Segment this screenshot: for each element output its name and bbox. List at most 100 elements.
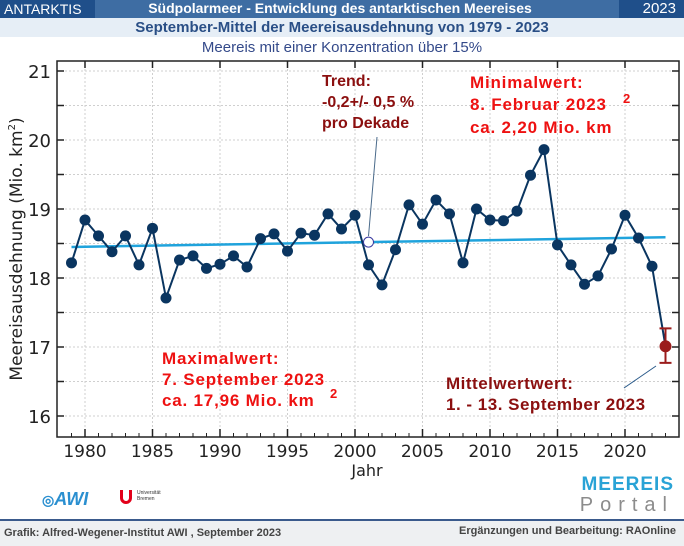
data-point bbox=[309, 229, 320, 241]
x-tick-label: 1995 bbox=[266, 442, 309, 462]
data-point bbox=[174, 254, 185, 266]
series-line bbox=[70, 146, 667, 347]
banner-title: Südpolarmeer - Entwicklung des antarktis… bbox=[148, 0, 532, 16]
data-point bbox=[133, 259, 145, 271]
data-point bbox=[93, 230, 104, 242]
year-box bbox=[619, 0, 684, 18]
uni-bremen-logo-icon bbox=[120, 490, 132, 504]
data-point bbox=[592, 270, 604, 282]
data-point bbox=[390, 244, 401, 256]
mittel-pointer-line bbox=[623, 365, 657, 389]
data-point bbox=[147, 222, 158, 234]
data-point bbox=[538, 144, 550, 156]
data-point bbox=[403, 199, 415, 211]
x-tick-label: 1980 bbox=[63, 442, 106, 462]
data-point bbox=[619, 209, 631, 221]
data-point bbox=[66, 257, 77, 269]
data-point bbox=[268, 228, 280, 240]
svg-text:2: 2 bbox=[330, 386, 338, 401]
svg-text:Minimalwert:: Minimalwert: bbox=[470, 73, 584, 92]
data-point bbox=[444, 208, 455, 220]
data-point bbox=[106, 246, 118, 258]
y-tick-label: 17 bbox=[28, 338, 51, 359]
y-tick-label: 20 bbox=[28, 131, 51, 152]
data-point bbox=[214, 258, 226, 270]
series-points bbox=[66, 144, 658, 304]
chart-subtitle: Meereis mit einer Konzentration über 15% bbox=[201, 39, 483, 56]
y-tick-label: 16 bbox=[28, 407, 51, 428]
data-point bbox=[525, 169, 536, 181]
y-axis-label-sup: 2 bbox=[7, 124, 18, 130]
x-tick-label: 2000 bbox=[333, 442, 376, 462]
data-point bbox=[201, 262, 212, 274]
trend-annotation: Trend: -0,2+/- 0,5 % pro Dekade bbox=[322, 73, 414, 132]
top-banner: ANTARKTIS Südpolarmeer - Entwicklung des… bbox=[0, 0, 684, 18]
y-axis-label: Meereisausdehnung (Mio. km2) bbox=[7, 117, 27, 380]
data-point bbox=[322, 208, 334, 220]
data-point bbox=[565, 259, 577, 271]
grid bbox=[57, 61, 679, 437]
data-point bbox=[606, 243, 617, 255]
data-point bbox=[255, 233, 266, 245]
x-tick-label: 2015 bbox=[536, 442, 579, 462]
data-point bbox=[457, 257, 469, 269]
data-point bbox=[430, 194, 442, 206]
chart-title: September-Mittel der Meereisausdehnung v… bbox=[0, 18, 684, 37]
x-tick-label: 2005 bbox=[401, 442, 444, 462]
data-point bbox=[336, 223, 347, 235]
banner-year: 2023 bbox=[642, 0, 676, 17]
y-tick-label: 19 bbox=[28, 200, 51, 221]
svg-text:Trend:: Trend: bbox=[322, 73, 371, 90]
svg-text:8. Februar 2023: 8. Februar 2023 bbox=[470, 95, 607, 114]
meereis-logo: MEEREIS bbox=[581, 474, 674, 495]
data-point bbox=[417, 218, 428, 230]
footer-credit: Grafik: Alfred-Wegener-Institut AWI , Se… bbox=[4, 527, 282, 539]
current-point bbox=[659, 340, 672, 353]
x-tick-label: 2010 bbox=[468, 442, 511, 462]
uni-bremen-text: Universität Bremen bbox=[137, 490, 161, 502]
region-label: ANTARKTIS bbox=[4, 1, 82, 17]
ticks bbox=[57, 61, 680, 437]
data-point bbox=[120, 230, 131, 242]
data-point bbox=[498, 215, 509, 227]
x-tick-label: 2020 bbox=[603, 442, 646, 462]
data-point bbox=[633, 232, 644, 244]
y-tick-label: 21 bbox=[28, 62, 51, 83]
awi-globe-icon: ◎ bbox=[42, 492, 55, 508]
y-tick-label: 18 bbox=[28, 269, 51, 290]
footer-edit: Ergänzungen und Bearbeitung: RAOnline bbox=[459, 525, 676, 537]
svg-text:ca. 2,20 Mio. km: ca. 2,20 Mio. km bbox=[470, 118, 612, 137]
data-point bbox=[646, 260, 658, 272]
svg-text:Mittelwertwert:: Mittelwertwert: bbox=[446, 374, 573, 393]
x-tick-label: 1985 bbox=[131, 442, 174, 462]
portal-logo: Portal bbox=[579, 494, 674, 516]
data-point bbox=[511, 205, 523, 217]
trend-marker bbox=[363, 236, 374, 248]
x-axis-label: Jahr bbox=[350, 461, 383, 480]
data-point bbox=[376, 279, 388, 291]
data-point bbox=[241, 261, 253, 273]
svg-text:1. - 13. September 2023: 1. - 13. September 2023 bbox=[446, 395, 646, 414]
svg-text:7. September 2023: 7. September 2023 bbox=[162, 370, 325, 389]
data-point bbox=[471, 203, 482, 215]
trend-pointer-line bbox=[368, 136, 378, 237]
mittel-annotation: Mittelwertwert: 1. - 13. September 2023 bbox=[446, 374, 646, 414]
svg-text:pro Dekade: pro Dekade bbox=[322, 115, 409, 132]
data-point bbox=[187, 250, 199, 262]
svg-text:2: 2 bbox=[623, 91, 631, 106]
data-point bbox=[579, 278, 590, 290]
x-tick-label: 1990 bbox=[198, 442, 241, 462]
svg-text:-0,2+/- 0,5 %: -0,2+/- 0,5 % bbox=[322, 94, 414, 111]
data-point bbox=[282, 245, 293, 257]
data-point bbox=[552, 239, 563, 251]
data-point bbox=[79, 214, 91, 226]
svg-text:ca. 17,96 Mio. km: ca. 17,96 Mio. km bbox=[162, 391, 315, 410]
data-point bbox=[349, 209, 361, 221]
svg-text:Maximalwert:: Maximalwert: bbox=[162, 349, 279, 368]
data-point bbox=[484, 214, 496, 226]
data-point bbox=[228, 250, 239, 262]
data-point bbox=[160, 292, 172, 304]
minimal-annotation: Minimalwert: 8. Februar 2023 ca. 2,20 Mi… bbox=[470, 73, 631, 137]
region-box bbox=[0, 0, 95, 18]
